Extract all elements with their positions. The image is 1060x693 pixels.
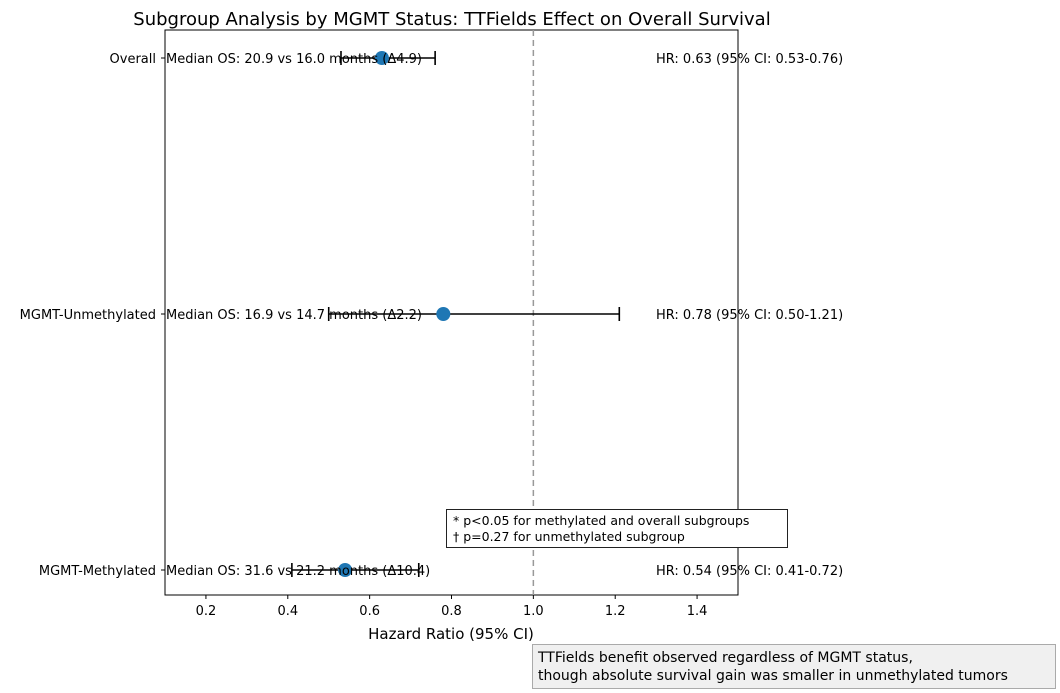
x-tick-label: 1.4 xyxy=(687,604,708,619)
hr-point xyxy=(374,51,389,65)
significance-note: * p<0.05 for methylated and overall subg… xyxy=(446,509,788,548)
median-os-label: Median OS: 20.9 vs 16.0 months (Δ4.9) xyxy=(166,52,422,67)
y-axis-ticks: Overall MGMT-Unmethylated MGMT-Methylated xyxy=(20,52,165,579)
subgroup-row: Median OS: 16.9 vs 14.7 months (Δ2.2) HR:… xyxy=(166,307,843,323)
significance-line-2: † p=0.27 for unmethylated subgroup xyxy=(453,529,685,544)
subgroup-rows: Median OS: 20.9 vs 16.0 months (Δ4.9) HR:… xyxy=(166,51,843,579)
hr-label: HR: 0.78 (95% CI: 0.50-1.21) xyxy=(656,308,843,323)
significance-line-1: * p<0.05 for methylated and overall subg… xyxy=(453,513,750,528)
hr-point xyxy=(338,563,353,577)
caption-line-2: though absolute survival gain was smalle… xyxy=(538,668,1008,684)
x-tick-label: 0.2 xyxy=(196,604,217,619)
x-tick-label: 0.6 xyxy=(359,604,380,619)
hr-label: HR: 0.63 (95% CI: 0.53-0.76) xyxy=(656,52,843,67)
median-os-label: Median OS: 16.9 vs 14.7 months (Δ2.2) xyxy=(166,308,422,323)
x-tick-label: 0.4 xyxy=(277,604,298,619)
y-tick-label: MGMT-Methylated xyxy=(39,564,156,579)
caption-box: TTFields benefit observed regardless of … xyxy=(532,644,1056,689)
y-tick-label: Overall xyxy=(110,52,156,67)
x-tick-label: 1.0 xyxy=(523,604,544,619)
x-tick-label: 1.2 xyxy=(605,604,626,619)
y-tick-label: MGMT-Unmethylated xyxy=(20,308,156,323)
hr-label: HR: 0.54 (95% CI: 0.41-0.72) xyxy=(656,564,843,579)
x-axis-label: Hazard Ratio (95% CI) xyxy=(368,625,534,643)
subgroup-row: Median OS: 31.6 vs 21.2 months (Δ10.4) HR… xyxy=(166,563,843,579)
x-axis-ticks: 0.2 0.4 0.6 0.8 1.0 1.2 1.4 xyxy=(196,595,708,619)
caption-line-1: TTFields benefit observed regardless of … xyxy=(538,650,913,666)
x-tick-label: 0.8 xyxy=(441,604,462,619)
chart-title: Subgroup Analysis by MGMT Status: TTFiel… xyxy=(133,9,770,30)
hr-point xyxy=(436,307,451,321)
median-os-label: Median OS: 31.6 vs 21.2 months (Δ10.4) xyxy=(166,564,430,579)
subgroup-row: Median OS: 20.9 vs 16.0 months (Δ4.9) HR:… xyxy=(166,51,843,67)
